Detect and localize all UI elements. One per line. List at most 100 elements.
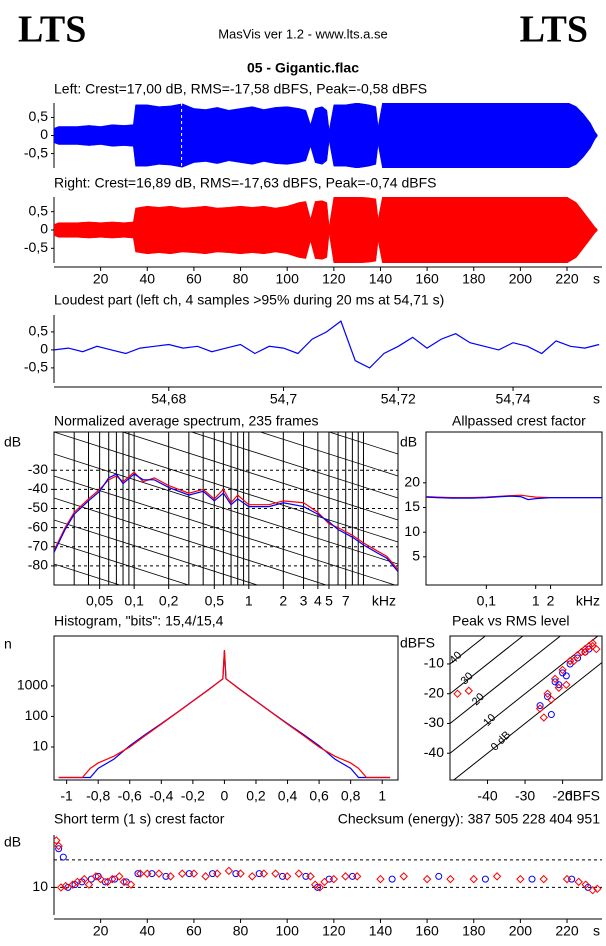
slope-line: [327, 432, 398, 455]
y-axis-label: dB: [400, 434, 417, 450]
point: [122, 878, 130, 886]
y-tick-label: 20: [404, 474, 420, 490]
point: [213, 869, 222, 878]
waveform-envelope: [54, 103, 598, 168]
x-tick-label: 160: [415, 923, 439, 939]
x-tick-label: 7: [342, 593, 350, 609]
x-tick-label: -0,4: [149, 788, 173, 804]
point: [325, 875, 333, 883]
point: [388, 875, 396, 883]
point: [376, 874, 385, 884]
x-axis-unit: s: [593, 923, 600, 939]
slope-line: [54, 541, 190, 585]
y-tick-label: -70: [28, 537, 48, 553]
y-tick-label: -10: [424, 655, 444, 671]
y-tick-label: 10: [404, 523, 420, 539]
y-tick-label: -0,5: [24, 144, 48, 160]
x-tick-label: 0,5: [205, 593, 225, 609]
point: [315, 883, 325, 892]
point: [341, 872, 350, 881]
point: [543, 689, 552, 698]
x-tick-label: -0,6: [118, 788, 142, 804]
point: [568, 875, 576, 883]
x-axis-unit: s: [593, 271, 600, 287]
x-tick-label: 40: [139, 271, 155, 287]
point: [580, 647, 590, 657]
point: [84, 880, 94, 889]
y-tick-label: -20: [424, 684, 444, 700]
x-tick-label: 54,68: [151, 391, 186, 407]
point: [464, 686, 473, 695]
point: [453, 689, 462, 698]
point: [162, 872, 170, 880]
point: [302, 872, 310, 880]
point: [259, 869, 269, 878]
point: [547, 711, 555, 719]
x-tick-label: 3: [300, 593, 308, 609]
y-tick-label: 100: [25, 707, 49, 723]
point: [61, 881, 70, 891]
app-title: MasVis ver 1.2 - www.lts.a.se: [218, 26, 388, 41]
x-tick-label: 200: [509, 271, 533, 287]
chart-title: Peak vs RMS level: [452, 613, 569, 629]
point: [435, 872, 443, 880]
x-tick-label: 60: [186, 271, 202, 287]
point: [550, 674, 560, 684]
x-tick-label: 120: [322, 271, 346, 287]
x-tick-label: 80: [233, 271, 249, 287]
point: [189, 869, 199, 878]
x-tick-label: 140: [369, 271, 393, 287]
diagonal-line: [450, 636, 524, 695]
x-tick-label: 1: [245, 593, 253, 609]
y-tick-label: -50: [28, 499, 48, 515]
x-tick-label: -1: [60, 788, 73, 804]
point: [574, 877, 583, 887]
plot-frame: [449, 635, 603, 781]
data-line: [426, 495, 602, 501]
point: [108, 874, 117, 884]
chart-title: Loudest part (left ch, 4 samples >95% du…: [54, 292, 444, 308]
point: [111, 875, 119, 883]
point: [588, 638, 597, 648]
point: [547, 695, 556, 704]
x-tick-label: 0,2: [159, 593, 179, 609]
x-tick-label: 80: [233, 923, 249, 939]
y-tick-label: 1000: [17, 677, 48, 693]
point: [481, 875, 489, 883]
point: [469, 874, 478, 884]
point: [136, 869, 145, 878]
point: [562, 874, 572, 884]
point: [588, 885, 597, 895]
x-tick-label: 2: [547, 593, 555, 609]
y-tick-label: 0: [40, 341, 48, 357]
x-tick-label: 20: [93, 923, 109, 939]
x-tick-label: 40: [139, 923, 155, 939]
point: [562, 680, 571, 690]
point: [528, 875, 536, 883]
point: [115, 872, 124, 881]
point: [209, 870, 217, 878]
point: [536, 702, 544, 710]
y-tick-label: -40: [28, 480, 48, 496]
point: [279, 872, 287, 880]
x-tick-label: -30: [515, 788, 535, 804]
point: [422, 874, 432, 884]
point: [54, 841, 63, 851]
y-tick-label: -80: [28, 557, 48, 573]
y-tick-label: 5: [412, 548, 420, 564]
slope-line: [54, 453, 398, 565]
y-tick-label: 0,5: [29, 202, 49, 218]
slope-line: [121, 432, 398, 521]
x-tick-label: 120: [322, 923, 346, 939]
point: [320, 877, 329, 887]
y-tick-label: 0,5: [29, 108, 49, 124]
point: [539, 874, 548, 884]
x-axis-unit: dBFS: [565, 788, 600, 804]
data-line: [54, 471, 398, 571]
y-tick-label: 15: [404, 498, 420, 514]
point: [588, 641, 597, 651]
diagonal-line: [452, 662, 602, 780]
chart-subtitle: Checksum (energy): 387 505 228 404 951: [338, 811, 600, 827]
x-tick-label: 160: [415, 271, 439, 287]
